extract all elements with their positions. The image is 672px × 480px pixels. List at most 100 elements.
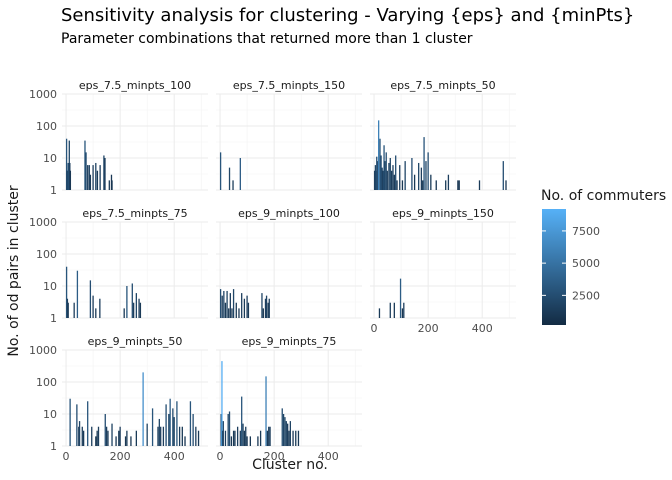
bar	[131, 283, 133, 318]
bar	[505, 180, 507, 190]
facet-strip-label: eps_9_minpts_75	[242, 335, 337, 348]
bar	[242, 423, 244, 446]
bar	[92, 165, 94, 190]
bar	[232, 180, 234, 190]
x-tick-label: 200	[110, 450, 131, 463]
bar	[89, 174, 92, 190]
bar	[104, 158, 106, 190]
bar	[99, 165, 101, 190]
facet-panel: eps_9_minpts_50 1 10 100 1000 0 200 400	[29, 335, 208, 463]
bar	[378, 308, 381, 318]
bar	[230, 436, 233, 446]
bar	[192, 414, 194, 446]
y-tick-label: 1	[50, 312, 57, 325]
colorbar	[542, 209, 566, 325]
bar	[219, 152, 222, 190]
bar	[82, 430, 85, 446]
bar	[95, 162, 97, 190]
bar	[89, 280, 92, 318]
facet-strip-label: eps_9_minpts_50	[88, 335, 183, 348]
bar	[84, 140, 86, 190]
bar	[282, 414, 285, 446]
bar	[243, 298, 246, 318]
bar	[411, 158, 413, 190]
facet-panels: eps_7.5_minpts_100 1 10 10 0 1000 eps_7.5_minp…	[29, 79, 516, 463]
colorbar-tick-label: 7500	[572, 225, 600, 238]
bar	[502, 161, 504, 190]
bar	[413, 174, 416, 190]
x-tick-label: 200	[264, 450, 285, 463]
bar	[390, 170, 393, 190]
bar	[138, 298, 140, 318]
bar	[78, 426, 80, 446]
bar	[229, 293, 231, 318]
bar	[284, 417, 286, 446]
bar	[401, 180, 404, 190]
x-tick-label: 400	[318, 450, 339, 463]
bar	[232, 430, 235, 446]
bar	[108, 180, 110, 190]
facet-panel: eps_7.5_minpts_150	[216, 79, 362, 191]
bar	[105, 426, 108, 446]
bar	[126, 430, 128, 446]
bar	[247, 302, 250, 318]
bar	[222, 421, 224, 446]
x-tick-label: 400	[164, 450, 185, 463]
bar	[249, 436, 251, 446]
bar	[385, 152, 387, 190]
bar	[189, 401, 192, 446]
bar	[418, 162, 420, 190]
bar	[399, 278, 402, 318]
bar	[173, 417, 175, 446]
bar	[124, 436, 127, 446]
bar	[392, 165, 394, 190]
bar	[126, 286, 128, 318]
bar	[224, 302, 227, 318]
bar	[197, 430, 200, 446]
bar	[445, 180, 447, 190]
bar	[427, 152, 429, 190]
bar	[65, 138, 68, 190]
bar	[73, 302, 75, 318]
bar	[228, 308, 230, 318]
bar	[380, 155, 382, 190]
bar	[123, 308, 125, 318]
bar	[388, 162, 390, 190]
bar	[169, 398, 171, 446]
bar	[289, 421, 291, 446]
bar	[389, 302, 391, 318]
bar	[87, 165, 89, 190]
bar	[376, 156, 378, 190]
bar	[382, 170, 384, 190]
y-tick-label: 10	[43, 280, 57, 293]
bar	[172, 408, 174, 446]
bar	[135, 293, 137, 318]
bar	[265, 376, 267, 446]
bar	[265, 295, 268, 318]
bar	[95, 308, 97, 318]
bar	[88, 165, 90, 190]
bar	[267, 302, 269, 318]
x-tick-label: 0	[63, 450, 70, 463]
bar	[219, 289, 222, 318]
x-tick-label: 400	[472, 322, 493, 335]
bar	[142, 372, 144, 446]
bar	[119, 426, 121, 446]
y-tick-label: 1000	[29, 88, 57, 101]
bar	[399, 165, 401, 190]
bar	[262, 308, 264, 318]
bar	[266, 430, 269, 446]
facet-strip-label: eps_7.5_minpts_100	[79, 79, 191, 92]
bar	[96, 430, 98, 446]
bar	[69, 170, 72, 190]
x-axis-title: Cluster no.	[252, 457, 328, 473]
bar	[67, 302, 69, 318]
bar	[81, 426, 83, 446]
facet-panel: eps_7.5_minpts_50	[370, 79, 516, 191]
bar	[226, 290, 228, 318]
bar	[268, 298, 270, 318]
bar	[288, 430, 290, 446]
bar	[111, 180, 113, 190]
y-tick-label: 10	[43, 408, 57, 421]
bar	[384, 161, 386, 190]
